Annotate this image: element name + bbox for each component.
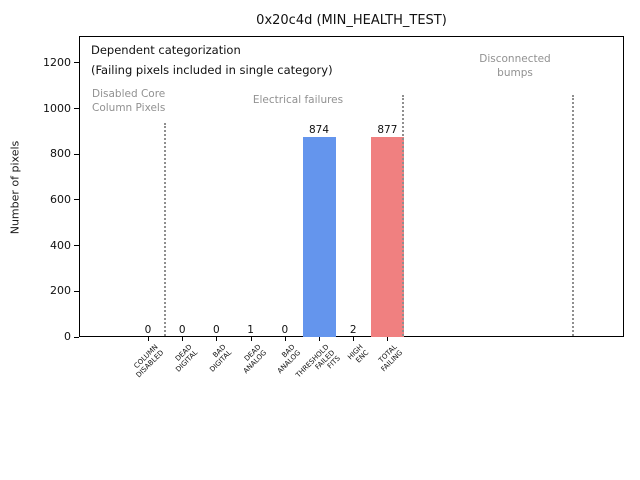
- x-tick-mark: [353, 337, 355, 341]
- y-tick-label: 400: [50, 238, 71, 252]
- y-tick-label: 0: [64, 330, 71, 343]
- group-label: Disabled Core Column Pixels: [92, 87, 242, 115]
- bar-value-label: 0: [281, 324, 289, 336]
- group-label-line: Disabled Core: [92, 88, 166, 100]
- chart-title: 0x20c4d (MIN_HEALTH_TEST): [256, 13, 447, 28]
- group-label-line: Disconnected: [479, 53, 551, 65]
- group-separator-line: [164, 123, 166, 336]
- y-tick-label: 1200: [43, 55, 71, 69]
- group-label: Disconnected bumps: [440, 52, 590, 80]
- y-axis-label: Number of pixels: [8, 140, 22, 235]
- x-tick-mark: [387, 337, 389, 341]
- y-tick-mark: [74, 336, 79, 338]
- group-label-line: Column Pixels: [92, 102, 166, 114]
- y-tick-mark: [74, 62, 79, 64]
- bar-value-label: 0: [213, 324, 220, 336]
- y-tick-mark: [74, 290, 79, 292]
- group-label-line: bumps: [497, 67, 533, 79]
- legend-note-line1: Dependent categorization: [91, 43, 241, 57]
- group-label: Electrical failures: [223, 93, 373, 107]
- bar-value-label: 874: [308, 124, 330, 137]
- x-tick-mark: [250, 337, 252, 341]
- bar-value-label: 0: [178, 324, 186, 336]
- y-tick-label: 800: [50, 147, 71, 161]
- y-tick-mark: [74, 199, 79, 201]
- y-tick-mark: [74, 153, 79, 155]
- y-tick-mark: [74, 108, 79, 110]
- x-tick-mark: [284, 337, 286, 341]
- y-tick-label: 1000: [43, 101, 71, 115]
- bar-value-label: 2: [349, 323, 357, 336]
- group-separator-line: [402, 95, 404, 336]
- y-tick-label: 200: [50, 284, 71, 298]
- bar-value-label: 1: [247, 323, 254, 336]
- bar-threshold-failed-fits: [302, 137, 336, 337]
- group-label-line: Electrical failures: [252, 94, 344, 106]
- y-tick-mark: [74, 245, 79, 247]
- plot-area: Dependent categorization (Failing pixels…: [79, 36, 624, 337]
- bar-value-label: 877: [377, 123, 398, 136]
- x-tick-mark: [182, 337, 184, 341]
- y-tick-label: 600: [50, 192, 71, 206]
- bar-value-label: 0: [144, 324, 152, 336]
- legend-note-line2: (Failing pixels included in single categ…: [91, 63, 333, 77]
- group-separator-line: [572, 95, 574, 336]
- x-tick-mark: [216, 337, 218, 341]
- x-tick-mark: [319, 337, 320, 341]
- x-tick-mark: [148, 337, 149, 341]
- bar-total-failing: [370, 136, 404, 337]
